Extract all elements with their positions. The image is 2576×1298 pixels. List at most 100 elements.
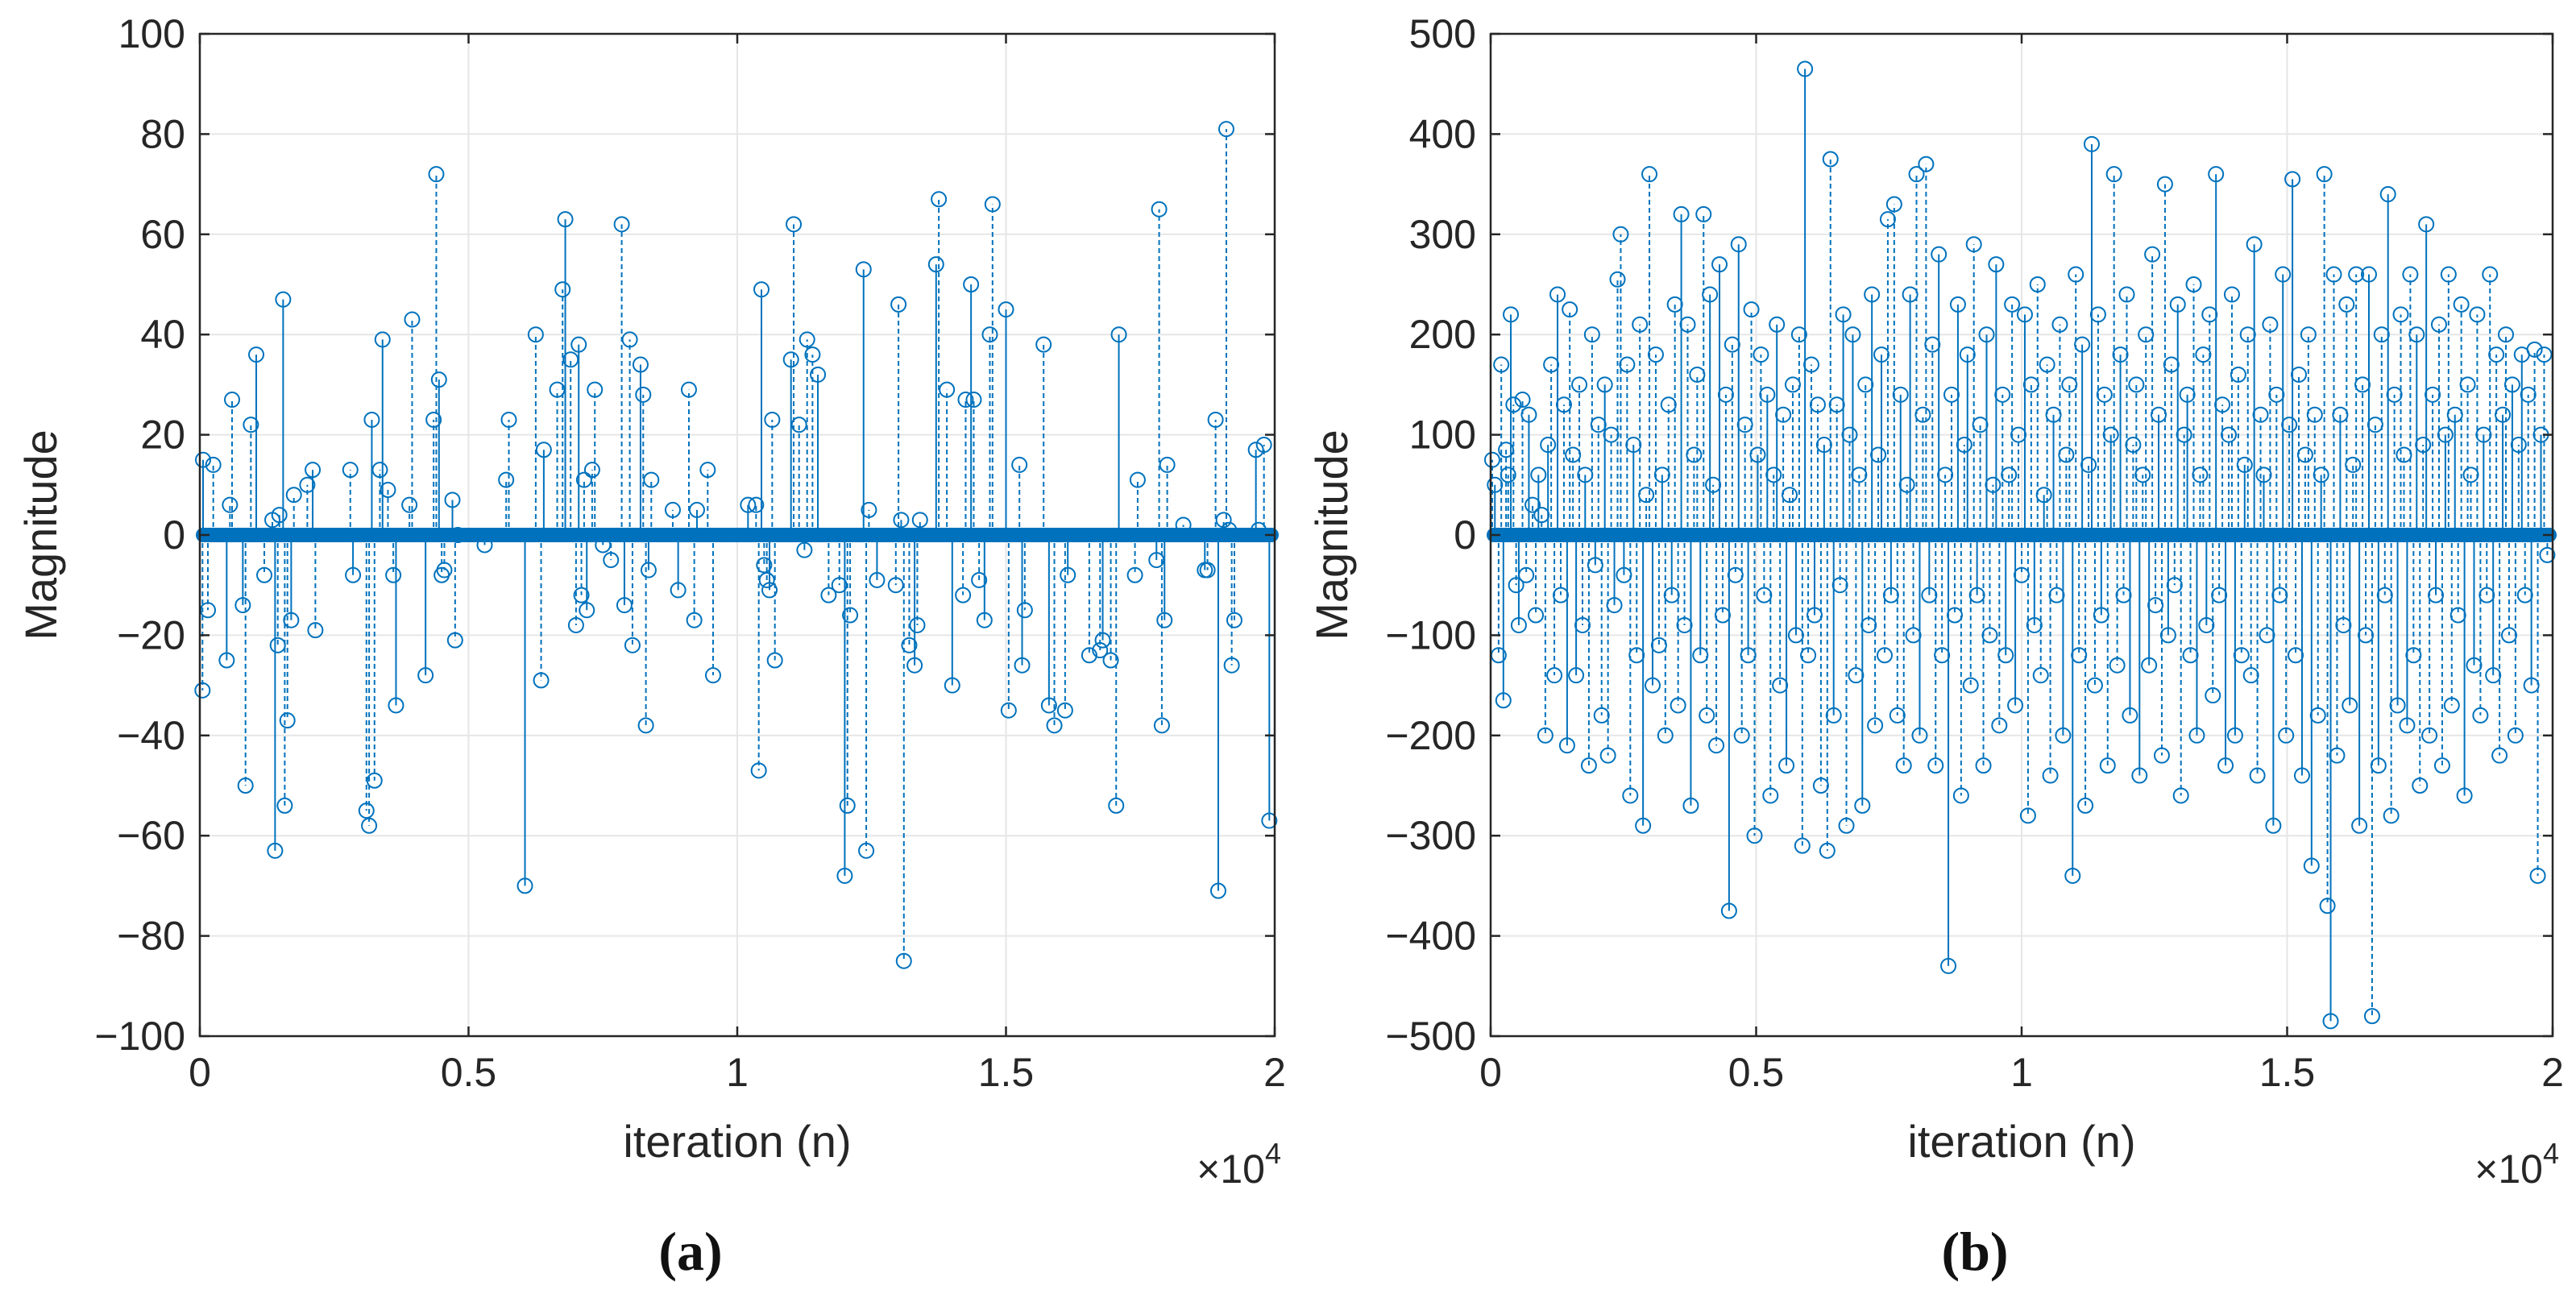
stem-marker-b: [1510, 616, 1527, 633]
stem-marker-a: [404, 311, 421, 328]
stem-marker-b: [2086, 677, 2103, 694]
stem-marker-b: [1493, 356, 1510, 373]
stem-marker-b: [1537, 727, 1553, 744]
stem-marker-b: [1902, 286, 1919, 303]
stem-marker-b: [2278, 727, 2295, 744]
stem-marker-b: [2418, 216, 2435, 233]
stem-marker-b: [1873, 346, 1890, 363]
stem-marker-b: [2042, 767, 2059, 784]
stem-marker-b: [1882, 587, 1899, 603]
stem-marker-a: [1226, 612, 1242, 628]
stem-marker-a: [269, 637, 286, 653]
stem-marker-b: [1876, 647, 1893, 664]
stem-marker-a: [305, 462, 321, 479]
stem-marker-b: [1895, 757, 1912, 774]
stem-marker-a: [1261, 812, 1278, 829]
stem-marker-a: [1081, 647, 1097, 664]
stem-marker-b: [2226, 727, 2243, 744]
stem-marker-b: [2112, 346, 2129, 363]
stem-marker-b: [2281, 417, 2298, 433]
stem-marker-a: [276, 797, 293, 814]
stem-marker-b: [2192, 467, 2209, 483]
stem-marker-b: [1638, 487, 1655, 504]
stem-marker-b: [1663, 587, 1680, 603]
y-tick-label-a: 20: [140, 413, 185, 458]
stem-marker-b: [1972, 417, 1989, 433]
stem-marker-a: [1223, 657, 1240, 674]
stem-marker-b: [2249, 767, 2266, 784]
stem-marker-b: [1797, 60, 1814, 77]
stem-marker-b: [1908, 166, 1925, 183]
stem-marker-b: [2449, 607, 2466, 624]
stem-marker-a: [927, 256, 944, 273]
stem-marker-a: [971, 571, 988, 588]
stem-marker-a: [624, 637, 641, 653]
stem-marker-b: [2230, 366, 2246, 383]
x-tick-label-a: 0.5: [441, 1050, 497, 1095]
stem-marker-b: [2303, 857, 2320, 874]
stem-marker-a: [858, 842, 875, 859]
stem-marker-a: [417, 667, 434, 684]
stem-marker-b: [1528, 607, 1545, 624]
stem-marker-b: [2045, 406, 2062, 423]
stem-marker-b: [1657, 727, 1674, 744]
stem-marker-a: [861, 501, 877, 518]
stem-marker-b: [1714, 607, 1731, 624]
stem-marker-b: [1815, 437, 1832, 454]
stem-marker-b: [2205, 687, 2221, 704]
y-tick-label-a: −20: [117, 612, 185, 657]
stem-marker-a: [557, 211, 574, 228]
stem-marker-b: [2329, 747, 2346, 764]
stem-marker-a: [799, 331, 815, 348]
stem-marker-b: [2223, 286, 2240, 303]
stem-marker-b: [2118, 286, 2135, 303]
stem-marker-a: [1092, 642, 1109, 659]
stem-marker-b: [2099, 757, 2116, 774]
stem-marker-b: [2089, 306, 2106, 323]
stem-marker-b: [1530, 467, 1547, 483]
y-tick-label-a: 100: [118, 11, 185, 56]
stem-marker-a: [939, 381, 956, 398]
stem-marker-b: [2265, 817, 2282, 834]
chart-panel-b: −500 −400 −300 −200 −100 0 100 200 300 400 500 0 0.…: [1306, 11, 2564, 1282]
stem-marker-b: [1898, 476, 1915, 493]
stem-marker-b: [2004, 296, 2021, 313]
stem-marker-b: [2408, 326, 2425, 343]
stem-marker-a: [583, 462, 600, 479]
stem-marker-a: [380, 482, 396, 499]
stem-marker-a: [1094, 632, 1111, 649]
stem-marker-a: [911, 512, 928, 529]
y-tick-label-b: 500: [1409, 11, 1476, 56]
stem-marker-b: [1981, 627, 1998, 644]
stem-marker-b: [1660, 396, 1677, 413]
stem-marker-b: [2296, 446, 2313, 463]
stem-marker-b: [2255, 467, 2272, 483]
stem-marker-a: [1148, 552, 1165, 569]
y-tick-label-b: 200: [1409, 312, 1476, 357]
stem-marker-b: [1848, 667, 1865, 684]
stem-marker-a: [516, 877, 533, 894]
stem-marker-b: [1962, 677, 1979, 694]
stem-marker-a: [234, 597, 251, 614]
stem-marker-b: [1931, 246, 1948, 263]
stem-marker-b: [1911, 727, 1928, 744]
stem-marker-a: [1247, 442, 1264, 458]
stem-marker-b: [1730, 236, 1747, 253]
stem-marker-b: [2351, 817, 2368, 834]
stem-marker-a: [425, 411, 442, 428]
stem-marker-b: [1835, 306, 1852, 323]
stem-marker-b: [2526, 341, 2543, 358]
stem-marker-b: [1571, 376, 1588, 393]
stem-marker-a: [498, 471, 515, 488]
stem-marker-a: [637, 717, 654, 734]
stem-marker-b: [1590, 417, 1607, 433]
stem-marker-b: [1695, 205, 1712, 222]
stem-marker-b: [1946, 607, 1963, 624]
stem-marker-b: [1711, 256, 1728, 273]
stem-marker-b: [1778, 757, 1795, 774]
stem-marker-b: [2214, 396, 2231, 413]
stem-marker-b: [2539, 546, 2556, 563]
stem-marker-b: [2396, 446, 2412, 463]
stem-marker-a: [573, 587, 590, 603]
stem-marker-b: [1803, 356, 1820, 373]
